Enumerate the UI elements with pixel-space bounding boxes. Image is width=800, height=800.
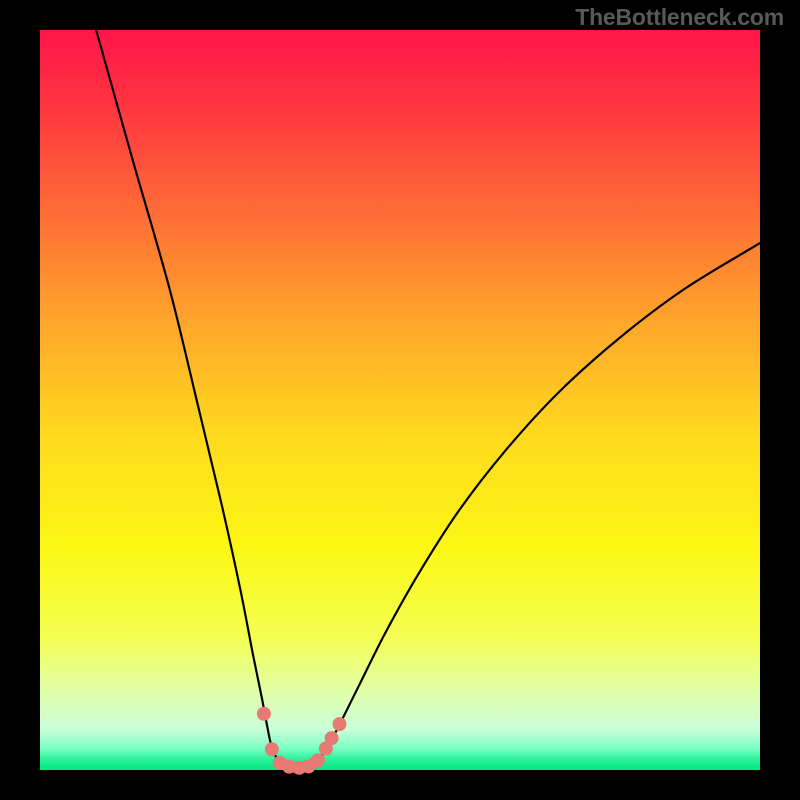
bottleneck-chart <box>0 0 800 800</box>
plot-background <box>40 30 760 770</box>
chart-frame: TheBottleneck.com <box>0 0 800 800</box>
